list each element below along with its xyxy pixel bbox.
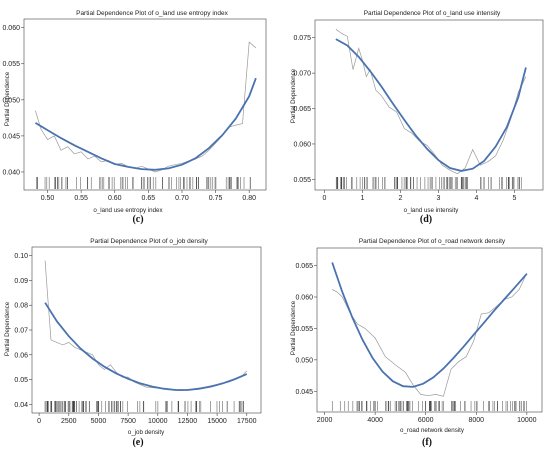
chart-e-svg: Partial Dependence Plot of o_job density… [4, 238, 262, 436]
x-tick-label: 12500 [178, 418, 198, 425]
x-tick-label: 2000 [317, 417, 333, 424]
y-tick-label: 0.08 [14, 303, 28, 310]
chart-c-xlabel: o_land use entropy index [93, 207, 163, 214]
x-tick-label: 0.80 [242, 195, 256, 202]
raw-dependence-line [44, 260, 248, 392]
y-tick-label: 0.065 [293, 106, 311, 113]
x-tick-label: 15000 [207, 418, 227, 425]
y-tick-label: 0.045 [2, 133, 20, 140]
x-tick-label: 1 [361, 195, 365, 202]
x-tick-label: 3 [437, 195, 441, 202]
y-tick-label: 0.10 [14, 253, 28, 260]
chart-d-ylabel: Partial Dependence [290, 68, 297, 123]
chart-e-xlabel: o_job density [128, 429, 165, 436]
chart-d-title: Partial Dependence Plot of o_land use in… [364, 10, 501, 17]
chart-f-title: Partial Dependence Plot of o_road networ… [359, 238, 506, 245]
chart-e-title: Partial Dependence Plot of o_job density [90, 238, 208, 245]
plot-frame [316, 247, 543, 413]
y-tick-label: 0.045 [295, 389, 313, 396]
fitted-curve [44, 302, 248, 391]
chart-c-plot-area: 0.50 0.55 0.60 0.65 0.70 0.75 0.80 0.040 0.045 0.… [2, 18, 267, 202]
fitted-curve [335, 38, 527, 172]
x-tick-label: 0.50 [41, 195, 55, 202]
x-tick-label: 17500 [237, 418, 257, 425]
x-tick-label: 0 [37, 418, 41, 425]
plot-frame [314, 19, 544, 191]
y-tick-label: 0.055 [293, 177, 311, 184]
x-tick-label: 10000 [148, 418, 168, 425]
chart-d-xlabel: o_land use intensity [404, 207, 460, 214]
panel-label-d: (d) [419, 214, 433, 225]
x-tick-label: 4000 [367, 417, 383, 424]
y-tick-label: 0.040 [2, 169, 20, 176]
x-tick-label: 10000 [517, 417, 537, 424]
chart-panel-e: Partial Dependence Plot of o_job density… [0, 228, 275, 456]
y-tick-label: 0.09 [14, 278, 28, 285]
x-tick-label: 2 [399, 195, 403, 202]
raw-dependence-line [332, 272, 528, 397]
x-tick-label: 0.75 [209, 195, 223, 202]
x-tick-label: 0.70 [175, 195, 189, 202]
chart-e-plot-area: 0 2500 5000 7500 10000 12500 15000 17500 0.04 0.0… [14, 246, 262, 425]
chart-c-title: Partial Dependence Plot of o_land use en… [76, 10, 229, 17]
x-tick-label: 0.65 [142, 195, 156, 202]
x-tick-label: 4 [475, 195, 479, 202]
y-tick-label: 0.05 [14, 377, 28, 384]
chart-f-xlabel: o_road network density [400, 427, 465, 434]
raw-dependence-line [35, 41, 257, 173]
panel-label-c: (c) [132, 214, 144, 225]
fitted-curve [331, 262, 528, 388]
y-tick-label: 0.060 [2, 25, 20, 32]
y-tick-label: 0.060 [295, 295, 313, 302]
plot-frame [31, 246, 262, 414]
x-tick-label: 0 [323, 195, 327, 202]
x-tick-label: 8000 [468, 417, 484, 424]
y-tick-label: 0.075 [293, 35, 311, 42]
chart-f-plot-area: 2000 4000 6000 8000 10000 0.045 0.050 0.055 0.06… [295, 247, 543, 424]
y-tick-label: 0.050 [2, 97, 20, 104]
chart-f-ylabel: Partial Dependence [290, 300, 297, 355]
y-tick-label: 0.06 [14, 352, 28, 359]
y-tick-label: 0.050 [295, 357, 313, 364]
panel-label-e: (e) [132, 437, 144, 448]
x-tick-label: 0.55 [74, 195, 88, 202]
chart-d-plot-area: 0 1 2 3 4 5 0.055 0.060 0.065 0.070 0.075 [293, 19, 544, 202]
y-tick-label: 0.04 [14, 402, 28, 409]
x-tick-label: 7500 [120, 418, 136, 425]
chart-panel-c: Partial Dependence Plot of o_land use en… [0, 0, 275, 228]
y-tick-label: 0.07 [14, 328, 28, 335]
plot-frame [23, 18, 267, 191]
y-tick-label: 0.060 [293, 141, 311, 148]
chart-f-svg: Partial Dependence Plot of o_road networ… [290, 238, 543, 434]
y-tick-label: 0.055 [2, 61, 20, 68]
chart-d-svg: Partial Dependence Plot of o_land use in… [290, 10, 544, 214]
chart-panel-f: Partial Dependence Plot of o_road networ… [275, 228, 550, 456]
chart-c-ylabel: Partial Dependence [4, 71, 11, 126]
fitted-curve [34, 77, 257, 171]
chart-c-svg: Partial Dependence Plot of o_land use en… [2, 10, 267, 214]
x-tick-label: 5000 [91, 418, 107, 425]
y-tick-label: 0.070 [293, 71, 311, 78]
chart-e-ylabel: Partial Dependence [4, 301, 11, 356]
x-tick-label: 6000 [418, 417, 434, 424]
x-tick-label: 0.60 [108, 195, 122, 202]
panel-label-f: (f) [422, 437, 432, 448]
y-tick-label: 0.055 [295, 326, 313, 333]
x-tick-label: 5 [513, 195, 517, 202]
x-tick-label: 2500 [61, 418, 77, 425]
y-tick-label: 0.065 [295, 263, 313, 270]
chart-panel-d: Partial Dependence Plot of o_land use in… [275, 0, 550, 228]
